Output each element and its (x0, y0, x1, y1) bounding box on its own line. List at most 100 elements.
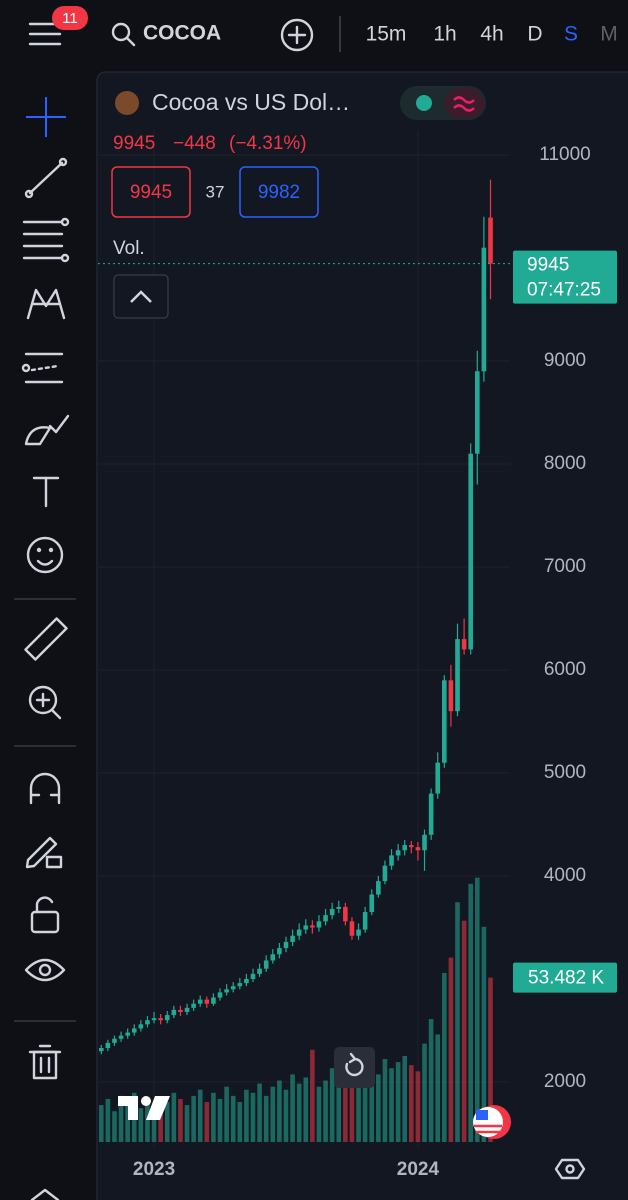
y-tick-label: 11000 (539, 144, 590, 165)
volume-bar (125, 1102, 130, 1142)
candle-body (461, 639, 467, 650)
settings-button[interactable] (554, 1158, 586, 1180)
volume-bar (448, 957, 454, 1142)
last-price: 9945 (113, 133, 155, 154)
brush-tool[interactable] (24, 414, 70, 446)
candle-body (151, 1018, 157, 1021)
volume-bar (171, 1092, 177, 1142)
fib-tool[interactable] (22, 217, 70, 263)
measure-tool[interactable] (24, 617, 68, 661)
candle-body (415, 847, 421, 851)
logo-part (146, 1096, 170, 1120)
candle-body (376, 881, 381, 895)
price-label-box (513, 250, 617, 304)
visibility-tool[interactable] (24, 958, 66, 982)
candle-body (244, 979, 249, 984)
trendline-tool[interactable] (24, 157, 68, 199)
volume-bar (250, 1092, 256, 1142)
candle-body (118, 1035, 124, 1039)
volume-bar (244, 1089, 249, 1142)
volume-bar (428, 1019, 434, 1142)
menu-button[interactable]: 11 (28, 6, 88, 46)
reset-button[interactable] (334, 1047, 375, 1088)
volume-bar (118, 1095, 124, 1142)
chart-panel (96, 71, 628, 1200)
volume-bar (455, 902, 460, 1142)
emoji-tool[interactable] (26, 536, 64, 574)
price-label-time: 07:47:25 (527, 280, 601, 301)
symbol-search[interactable]: COCOA (111, 22, 221, 47)
reset-icon (348, 1052, 357, 1064)
zoom-tool[interactable] (28, 685, 62, 720)
volume-bar (145, 1098, 150, 1142)
change: −448 (173, 133, 216, 154)
candle-body (316, 921, 322, 928)
candle-body (409, 845, 414, 848)
delete-tool[interactable] (28, 1044, 62, 1080)
symbol-logo (115, 91, 139, 115)
volume-label: 53.482 K (528, 968, 604, 989)
y-tick-label: 4000 (544, 865, 586, 886)
y-tick-label: 8000 (544, 453, 586, 474)
search-icon (111, 22, 131, 42)
add-button[interactable] (280, 18, 314, 52)
sell-button[interactable] (111, 166, 191, 218)
interval[interactable]: M (600, 23, 618, 46)
volume-bar (98, 1105, 104, 1142)
volume-bar (211, 1092, 216, 1142)
volume-bar (415, 1071, 421, 1142)
candle-body (112, 1038, 117, 1043)
interval[interactable]: 4h (480, 23, 503, 46)
volume-bar (263, 1095, 269, 1142)
reset-icon (345, 1057, 364, 1077)
lock-drawings[interactable] (25, 836, 63, 869)
interval[interactable]: S (564, 23, 578, 46)
candle-body (349, 921, 355, 936)
reset-bg (334, 1047, 375, 1088)
volume-bar (303, 1077, 309, 1142)
volume-bar (230, 1095, 236, 1142)
tradingview-logo (118, 1096, 170, 1120)
magnet-tool[interactable] (29, 772, 61, 805)
candle-body (356, 929, 361, 936)
volume-bar (257, 1083, 262, 1142)
more-tools[interactable] (30, 1188, 60, 1200)
candle-body (277, 948, 282, 955)
buy-button[interactable] (239, 166, 319, 218)
crosshair-tool[interactable] (26, 97, 66, 137)
text-tool[interactable] (32, 476, 60, 508)
candle-body (204, 999, 210, 1004)
top-bar: 11 COCOA 15m 1h 4h D S M (28, 6, 618, 52)
candle-body (310, 925, 315, 928)
candle-body (224, 989, 229, 993)
volume-bar (184, 1105, 190, 1142)
volume-bar (197, 1089, 203, 1142)
candle-body (230, 986, 236, 990)
pattern-tool[interactable] (26, 288, 66, 320)
candle-body (145, 1020, 150, 1025)
volume-bar (224, 1086, 229, 1142)
interval[interactable]: 15m (366, 23, 407, 46)
candle-body (435, 762, 441, 794)
candle-body (329, 908, 335, 916)
badge (52, 6, 88, 30)
interval[interactable]: 1h (433, 23, 456, 46)
candle-body (98, 1048, 104, 1052)
volume-bar (356, 1065, 361, 1142)
y-tick-label: 7000 (544, 556, 586, 577)
candle-body (138, 1024, 144, 1029)
volume-bar (442, 972, 447, 1142)
candle-body (296, 929, 302, 936)
forecast-tool[interactable] (21, 352, 64, 384)
volume-bar (164, 1102, 170, 1142)
candle-body (184, 1007, 190, 1012)
volume-bar (389, 1068, 394, 1142)
y-tick-label: 5000 (544, 762, 586, 783)
interval[interactable]: D (527, 23, 542, 46)
volume-bar (349, 1077, 355, 1142)
volume-bar (369, 1080, 375, 1142)
lock-tool[interactable] (30, 896, 60, 934)
collapse-button[interactable] (113, 274, 169, 319)
volume-bar (158, 1095, 163, 1142)
volume-bar (329, 1068, 335, 1142)
